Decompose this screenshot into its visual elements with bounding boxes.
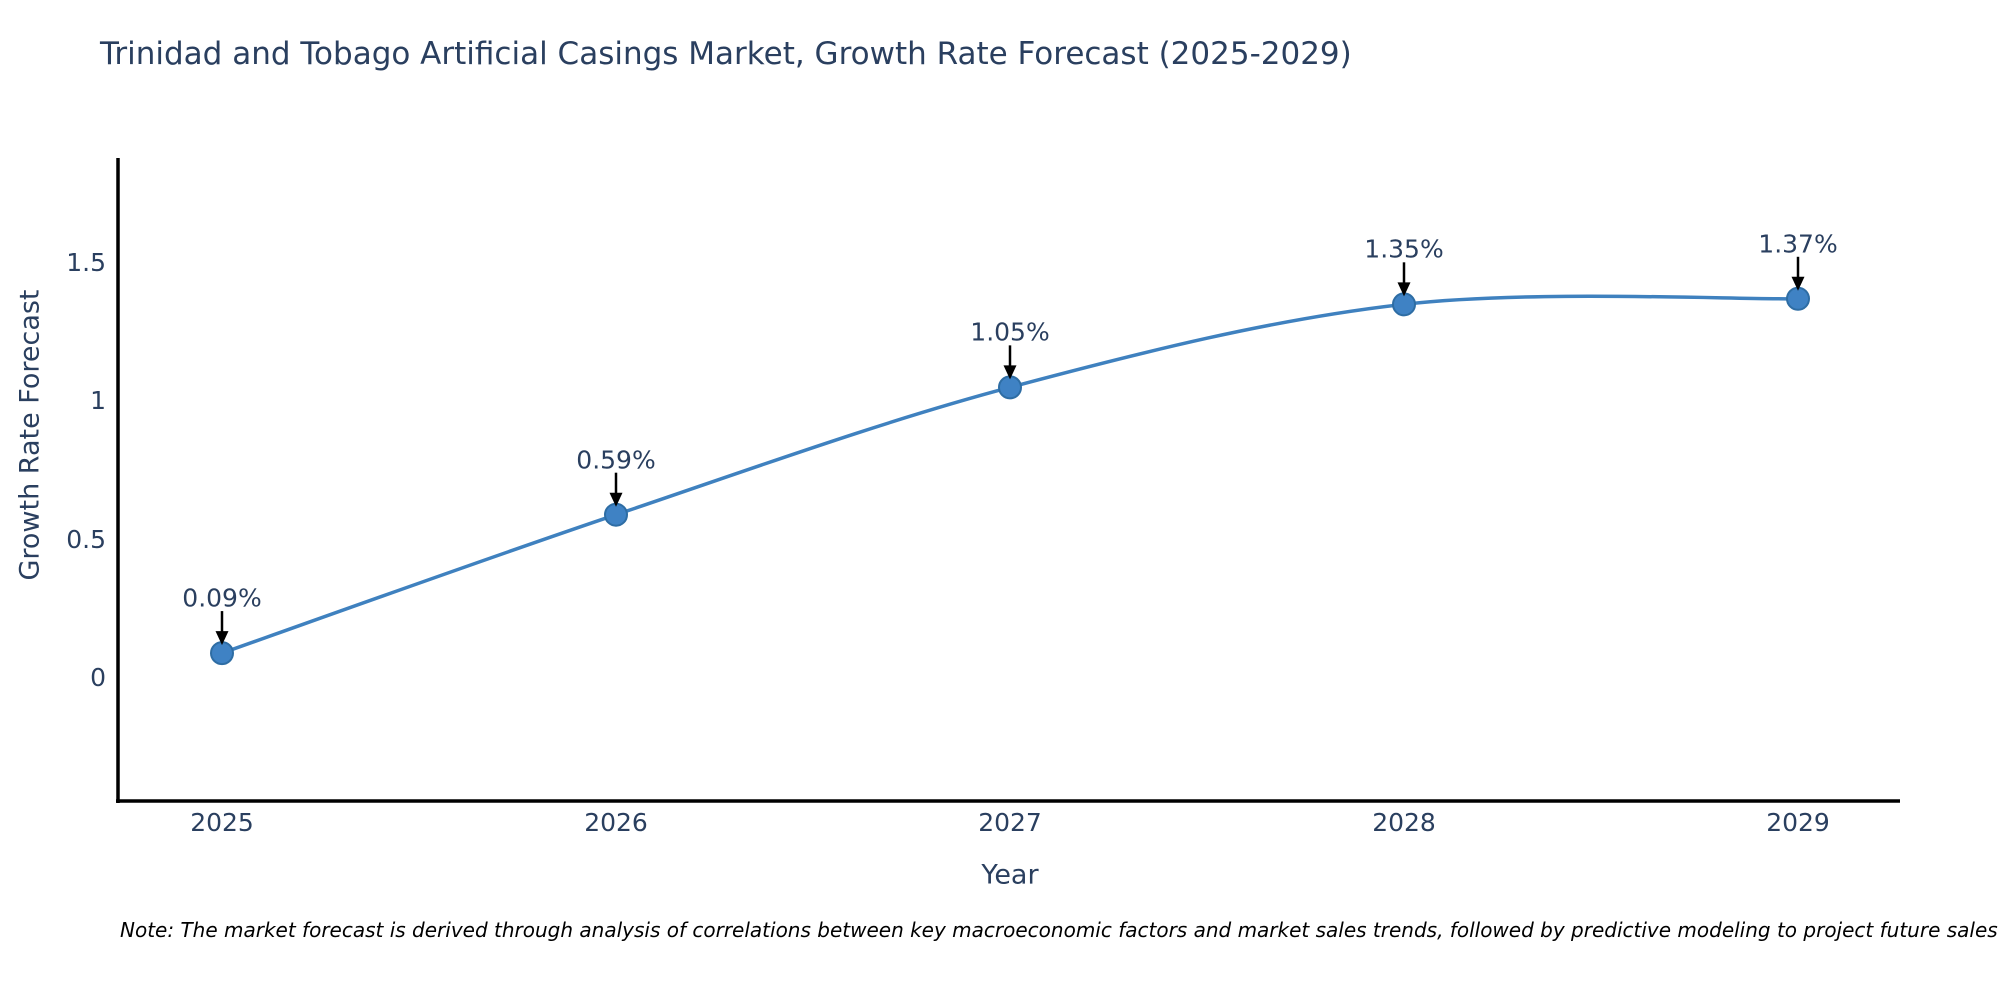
series-layer [210,286,1810,666]
data-point-2029[interactable] [1786,286,1810,311]
y-axis-title: Growth Rate Forecast [14,289,46,581]
point-label-2027: 1.05% [970,317,1050,347]
data-point-2026[interactable] [604,502,628,527]
data-point-2028[interactable] [1392,292,1416,317]
data-point-2025[interactable] [210,641,234,666]
footnote: Note: The market forecast is derived thr… [120,918,1998,942]
x-tick-label-2029: 2029 [1766,808,1830,837]
data-point-2027[interactable] [998,375,1022,400]
annotation-arrow-head [1791,276,1805,291]
chart-title: Trinidad and Tobago Artificial Casings M… [100,36,1352,72]
annotation-arrow-head [1397,282,1411,297]
x-tick-label-2027: 2027 [978,808,1042,837]
annotation-arrow-head [609,492,623,507]
x-tick-label-2026: 2026 [584,808,648,837]
point-label-2025: 0.09% [182,583,262,613]
y-tick-label-1: 1 [90,386,106,416]
x-tick-label-2025: 2025 [190,808,254,837]
point-label-2028: 1.35% [1364,234,1444,264]
y-tick-label-1.5: 1.5 [66,247,106,277]
annotation-arrow-layer [215,256,1805,646]
point-label-2029: 1.37% [1758,229,1838,259]
annotation-arrow-head [1003,365,1017,380]
x-tick-label-2028: 2028 [1372,808,1436,837]
x-axis-title: Year [981,859,1039,891]
y-tick-label-0.5: 0.5 [66,524,106,554]
annotation-arrow-head [215,631,229,646]
point-label-2026: 0.59% [576,445,656,475]
y-tick-label-0: 0 [90,663,106,692]
